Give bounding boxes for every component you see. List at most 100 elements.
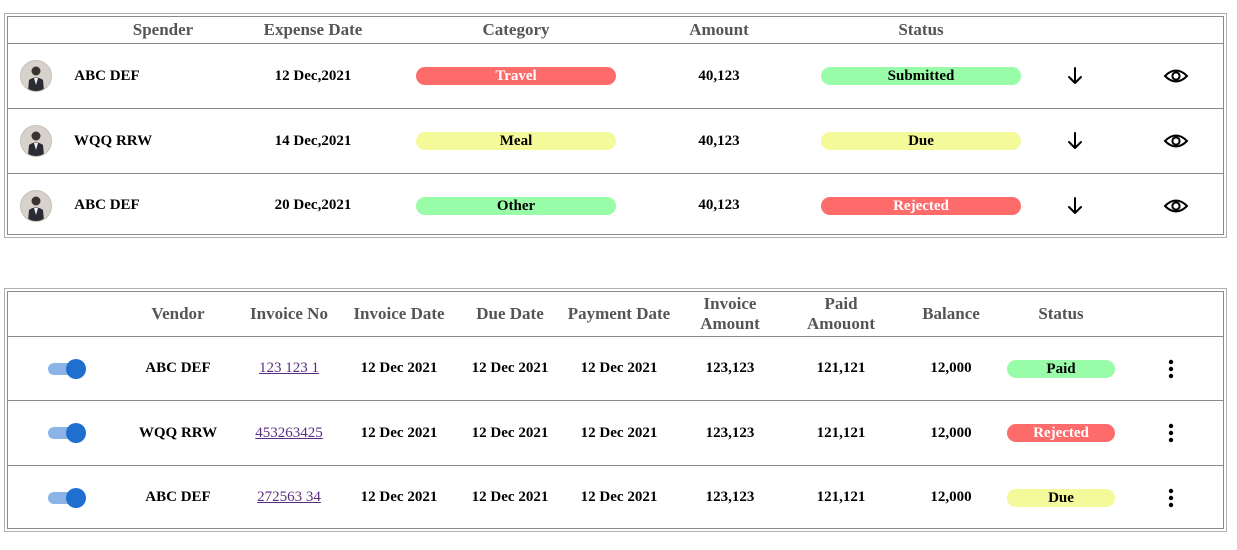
avatar <box>20 125 52 157</box>
col-header-status: Status <box>898 20 944 39</box>
status-cell: Submitted <box>821 44 1021 108</box>
invoices-header-row: Vendor Invoice No Invoice Date Due Date … <box>8 292 1223 336</box>
download-button[interactable] <box>1060 174 1090 237</box>
spender-name: ABC DEF <box>74 197 140 213</box>
invoices-table-frame: Vendor Invoice No Invoice Date Due Date … <box>7 291 1224 529</box>
balance: 12,000 <box>930 360 972 376</box>
amount: 40,123 <box>698 67 740 84</box>
col-header-payment-date: Payment Date <box>567 304 671 323</box>
category-cell: Meal <box>416 109 616 173</box>
col-header-invoice-amount-line1: Invoice <box>703 294 757 313</box>
status-cell: Paid <box>1006 337 1116 400</box>
toggle-switch-icon[interactable] <box>48 423 86 443</box>
amount: 40,123 <box>698 197 740 213</box>
status-cell: Due <box>1006 466 1116 529</box>
category-badge: Other <box>416 196 616 215</box>
row-menu-button[interactable] <box>1156 401 1186 465</box>
invoice-no-cell: 272563 34 <box>234 466 344 529</box>
col-header-invoice-no: Invoice No <box>250 304 328 323</box>
due-date: 12 Dec 2021 <box>471 489 549 505</box>
arrow-down-icon <box>1068 67 1082 84</box>
invoice-amount: 123,123 <box>705 489 755 505</box>
paid-amount: 121,121 <box>816 360 866 376</box>
toggle-switch-icon[interactable] <box>48 487 86 508</box>
col-header-vendor: Vendor <box>151 304 205 323</box>
status-badge: Rejected <box>1007 424 1115 442</box>
table-row: WQQ RRW 14 Dec,2021 Meal 40,123 Due <box>8 108 1223 173</box>
more-vertical-icon <box>1168 359 1174 378</box>
status-badge: Rejected <box>821 196 1021 215</box>
table-row: ABC DEF 123 123 1 12 Dec 2021 12 Dec 202… <box>8 336 1223 400</box>
spender-avatar-cell <box>18 44 54 108</box>
toggle-cell <box>43 466 91 529</box>
download-button[interactable] <box>1060 44 1090 108</box>
toggle-cell <box>43 337 91 400</box>
category-cell: Other <box>416 174 616 237</box>
avatar <box>20 60 52 92</box>
col-header-balance: Balance <box>922 304 980 323</box>
table-row: ABC DEF 272563 34 12 Dec 2021 12 Dec 202… <box>8 465 1223 529</box>
payment-date: 12 Dec 2021 <box>580 424 658 441</box>
status-badge: Due <box>1007 488 1115 507</box>
col-header-spender: Spender <box>132 20 194 39</box>
download-button[interactable] <box>1060 109 1090 173</box>
eye-icon <box>1163 134 1189 148</box>
col-header-paid-amount: Paid Amouont <box>786 292 896 336</box>
col-header-category: Category <box>482 20 550 39</box>
more-vertical-icon <box>1168 488 1174 507</box>
col-header-invoice-date: Invoice Date <box>353 304 445 323</box>
invoice-number-link[interactable]: 453263425 <box>255 424 323 441</box>
toggle-cell <box>43 401 91 465</box>
invoice-date: 12 Dec 2021 <box>360 489 438 505</box>
table-row: ABC DEF 20 Dec,2021 Other 40,123 Rejecte… <box>8 173 1223 237</box>
col-header-amount: Amount <box>689 20 749 39</box>
expenses-table: Spender Expense Date Category Amount Sta… <box>4 13 1227 238</box>
category-badge: Meal <box>416 132 616 150</box>
col-header-expense-date: Expense Date <box>263 20 363 39</box>
balance: 12,000 <box>930 424 972 441</box>
status-cell: Rejected <box>1006 401 1116 465</box>
row-menu-button[interactable] <box>1156 337 1186 400</box>
vendor-name: WQQ RRW <box>138 424 218 441</box>
invoices-table: Vendor Invoice No Invoice Date Due Date … <box>4 288 1227 532</box>
spender-name: ABC DEF <box>74 67 140 84</box>
spender-avatar-cell <box>18 109 54 173</box>
status-cell: Due <box>821 109 1021 173</box>
status-badge: Submitted <box>821 67 1021 85</box>
col-header-due-date: Due Date <box>476 304 544 323</box>
category-cell: Travel <box>416 44 616 108</box>
avatar <box>20 189 52 222</box>
col-header-paid-amount-line2: Amouont <box>806 314 875 333</box>
spender-avatar-cell <box>18 174 54 237</box>
col-header-paid-amount-line1: Paid <box>824 294 858 313</box>
balance: 12,000 <box>930 489 972 505</box>
view-button[interactable] <box>1159 174 1193 237</box>
col-header-status: Status <box>1038 304 1084 323</box>
table-row: WQQ RRW 453263425 12 Dec 2021 12 Dec 202… <box>8 400 1223 465</box>
toggle-switch-icon[interactable] <box>48 358 86 379</box>
invoice-no-cell: 123 123 1 <box>234 337 344 400</box>
vendor-name: ABC DEF <box>145 360 211 376</box>
payment-date: 12 Dec 2021 <box>580 360 658 376</box>
view-button[interactable] <box>1159 109 1193 173</box>
invoice-amount: 123,123 <box>705 360 755 376</box>
paid-amount: 121,121 <box>816 424 866 441</box>
row-menu-button[interactable] <box>1156 466 1186 529</box>
invoice-date: 12 Dec 2021 <box>360 360 438 376</box>
invoice-number-link[interactable]: 123 123 1 <box>259 360 319 376</box>
invoice-number-link[interactable]: 272563 34 <box>257 489 321 505</box>
expenses-table-frame: Spender Expense Date Category Amount Sta… <box>7 16 1224 235</box>
status-badge: Paid <box>1007 359 1115 378</box>
col-header-invoice-amount-line2: Amount <box>700 314 760 333</box>
payment-date: 12 Dec 2021 <box>580 489 658 505</box>
col-header-invoice-amount: Invoice Amount <box>675 292 785 336</box>
view-button[interactable] <box>1159 44 1193 108</box>
invoice-no-cell: 453263425 <box>234 401 344 465</box>
status-badge: Due <box>821 132 1021 150</box>
arrow-down-icon <box>1068 196 1082 214</box>
invoice-amount: 123,123 <box>705 424 755 441</box>
expense-date: 12 Dec,2021 <box>274 67 352 84</box>
eye-icon <box>1163 69 1189 83</box>
table-row: ABC DEF 12 Dec,2021 Travel 40,123 Submit… <box>8 43 1223 108</box>
expense-date: 20 Dec,2021 <box>274 197 352 213</box>
